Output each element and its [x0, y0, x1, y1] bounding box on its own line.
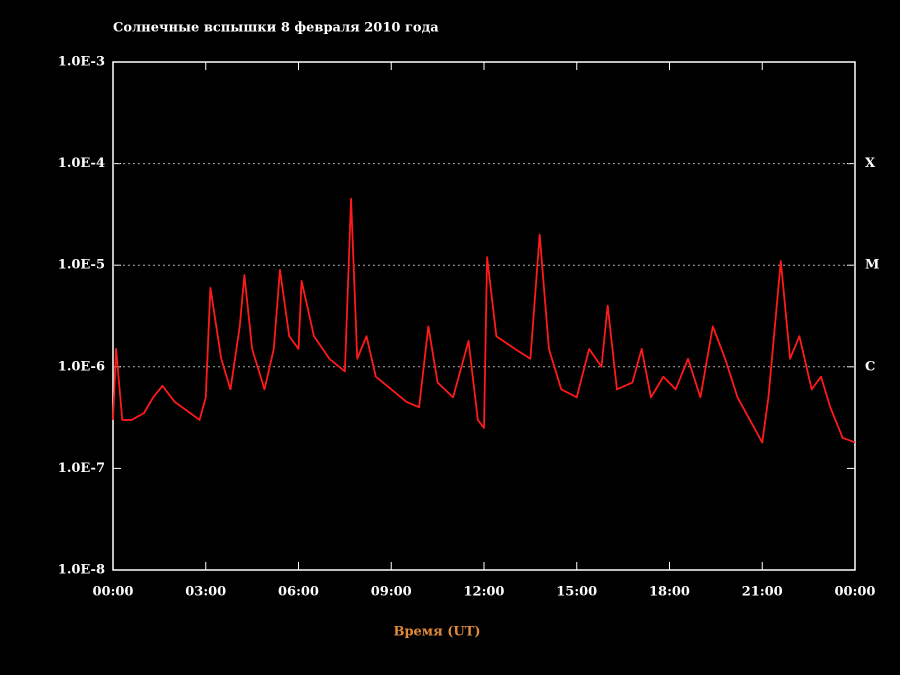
y-tick-label: 1.0E-8	[58, 563, 105, 578]
y-tick-label: 1.0E-6	[58, 359, 105, 374]
y-tick-label: 1.0E-3	[58, 55, 105, 70]
x-tick-label: 00:00	[835, 585, 876, 600]
y2-tick-label: M	[865, 258, 879, 273]
x-tick-label: 15:00	[556, 585, 597, 600]
x-tick-label: 00:00	[93, 585, 134, 600]
y-tick-label: 1.0E-5	[58, 258, 105, 273]
x-tick-label: 09:00	[371, 585, 412, 600]
y2-tick-label: X	[865, 156, 876, 171]
y2-tick-label: C	[865, 359, 875, 374]
y-tick-label: 1.0E-4	[58, 156, 105, 171]
x-tick-label: 03:00	[185, 585, 226, 600]
x-tick-label: 21:00	[742, 585, 783, 600]
x-tick-label: 18:00	[649, 585, 690, 600]
chart-title: Солнечные вспышки 8 февраля 2010 года	[113, 21, 439, 36]
x-tick-label: 12:00	[464, 585, 505, 600]
data-line	[112, 197, 856, 444]
x-tick-label: 06:00	[278, 585, 319, 600]
y-tick-label: 1.0E-7	[58, 461, 105, 476]
x-axis-label: Время (UT)	[393, 625, 480, 640]
